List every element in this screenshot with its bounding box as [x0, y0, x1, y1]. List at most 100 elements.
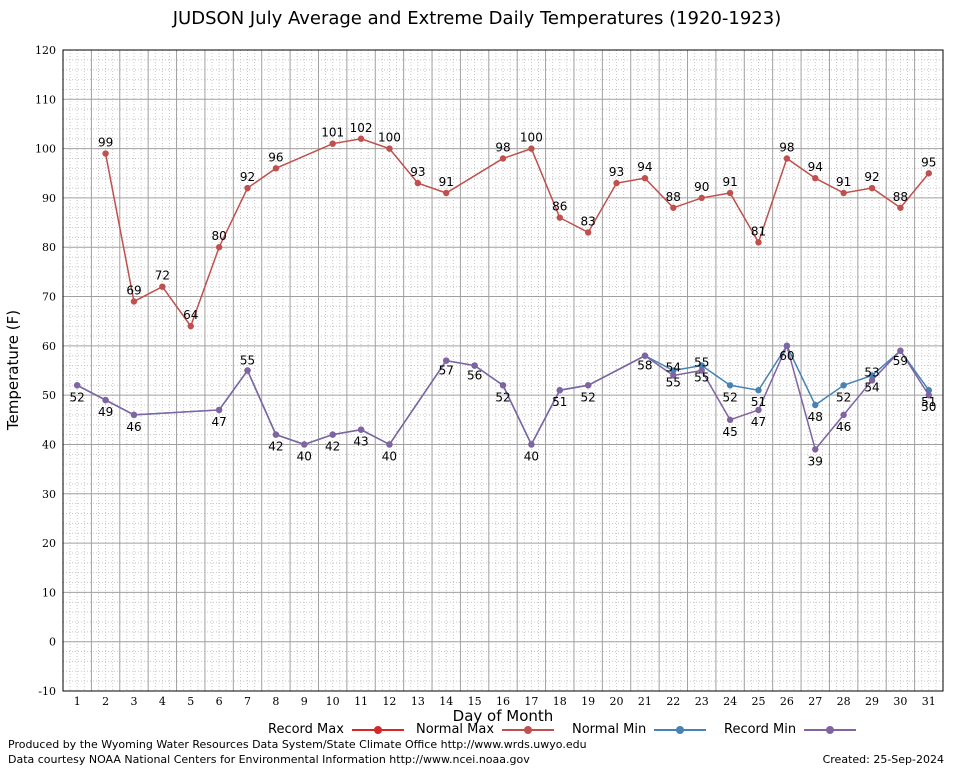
data-point — [812, 401, 819, 409]
data-point — [726, 416, 734, 424]
data-point — [698, 362, 705, 369]
min-data-label: 51 — [552, 395, 567, 409]
data-point — [272, 431, 280, 438]
max-data-label: 92 — [240, 170, 255, 184]
min-data-label: 51 — [921, 395, 936, 409]
x-tick-label: 26 — [780, 695, 794, 708]
max-data-label: 102 — [350, 121, 373, 135]
record-min-data-label: 55 — [694, 356, 709, 370]
y-tick-label: 120 — [35, 44, 56, 57]
x-tick-label: 22 — [666, 695, 680, 708]
max-data-label: 92 — [864, 170, 879, 184]
x-tick-label: 15 — [468, 695, 482, 708]
x-tick-label: 25 — [751, 695, 765, 708]
max-data-label: 72 — [155, 269, 170, 283]
min-data-label: 57 — [439, 364, 454, 378]
x-tick-label: 5 — [187, 695, 194, 708]
y-tick-label: 20 — [42, 537, 56, 550]
y-tick-label: -10 — [38, 685, 56, 698]
data-point — [414, 179, 422, 187]
footer-data-courtesy: Data courtesy NOAA National Centers for … — [8, 753, 530, 766]
data-point — [868, 377, 876, 384]
min-data-label: 42 — [325, 440, 340, 454]
data-point — [357, 426, 365, 433]
x-tick-label: 17 — [524, 695, 538, 708]
data-point — [329, 140, 336, 147]
min-data-label: 52 — [722, 390, 737, 404]
x-tick-label: 4 — [159, 695, 166, 708]
data-point — [613, 179, 620, 187]
record-min-data-label: 53 — [864, 365, 879, 379]
y-tick-label: 110 — [35, 93, 56, 106]
legend-item-record-min: Record Min — [724, 722, 857, 737]
data-point — [130, 411, 138, 419]
data-point — [244, 367, 251, 374]
legend-item-record-max: Record Max — [268, 722, 404, 737]
legend-label: Normal Max — [416, 722, 495, 737]
y-tick-label: 0 — [49, 636, 56, 649]
data-point — [471, 362, 478, 369]
data-point — [783, 155, 791, 162]
y-tick-label: 30 — [42, 488, 56, 501]
min-data-label: 48 — [808, 410, 823, 424]
data-point — [897, 347, 904, 354]
x-tick-label: 24 — [723, 695, 737, 708]
x-tick-label: 20 — [610, 695, 624, 708]
x-tick-label: 10 — [326, 695, 340, 708]
data-point — [130, 298, 138, 305]
legend-label: Record Max — [268, 722, 344, 737]
x-tick-label: 2 — [102, 695, 109, 708]
y-tick-label: 90 — [42, 192, 56, 205]
data-point — [670, 204, 677, 211]
data-point — [584, 229, 592, 236]
x-tick-label: 3 — [130, 695, 137, 708]
data-point — [755, 406, 762, 414]
min-data-label: 42 — [268, 440, 283, 454]
chart-title: JUDSON July Average and Extreme Daily Te… — [172, 8, 782, 29]
data-point — [499, 155, 507, 162]
data-point — [755, 239, 762, 246]
x-tick-label: 18 — [553, 695, 567, 708]
data-point — [925, 170, 933, 177]
x-tick-label: 23 — [695, 695, 709, 708]
data-point — [301, 441, 308, 448]
legend-item-normal-min: Normal Min — [572, 722, 707, 737]
data-point — [386, 441, 393, 448]
x-tick-label: 29 — [865, 695, 879, 708]
min-data-label: 55 — [240, 354, 255, 368]
x-tick-label: 12 — [382, 695, 396, 708]
legend-swatch — [351, 725, 404, 734]
data-point — [556, 214, 563, 221]
min-data-label: 47 — [211, 415, 226, 429]
data-point — [840, 382, 847, 389]
max-data-label: 95 — [921, 155, 936, 169]
data-point — [102, 150, 109, 157]
plot-frame — [62, 49, 944, 692]
y-tick-label: 10 — [42, 586, 56, 599]
record-min-data-label: 45 — [722, 425, 737, 439]
data-point — [783, 342, 791, 350]
min-data-label: 40 — [382, 449, 397, 463]
min-data-label: 55 — [666, 376, 681, 390]
max-data-label: 88 — [893, 190, 908, 204]
data-point — [641, 352, 649, 359]
data-point — [812, 446, 819, 453]
x-tick-label: 13 — [411, 695, 425, 708]
max-data-label: 91 — [439, 175, 454, 189]
max-data-label: 81 — [751, 224, 766, 238]
min-data-label: 40 — [524, 449, 539, 463]
min-data-label: 59 — [893, 354, 908, 368]
x-tick-label: 28 — [837, 695, 851, 708]
legend-label: Record Min — [724, 722, 797, 737]
data-point — [868, 372, 876, 379]
data-point — [868, 184, 876, 192]
max-data-label: 83 — [581, 214, 596, 228]
max-data-label: 94 — [637, 160, 652, 174]
x-tick-label: 11 — [354, 695, 368, 708]
footer-produced-by: Produced by the Wyoming Water Resources … — [8, 738, 587, 751]
min-data-label: 49 — [98, 405, 113, 419]
data-point — [840, 411, 847, 419]
x-tick-label: 21 — [638, 695, 652, 708]
grid — [62, 49, 944, 692]
